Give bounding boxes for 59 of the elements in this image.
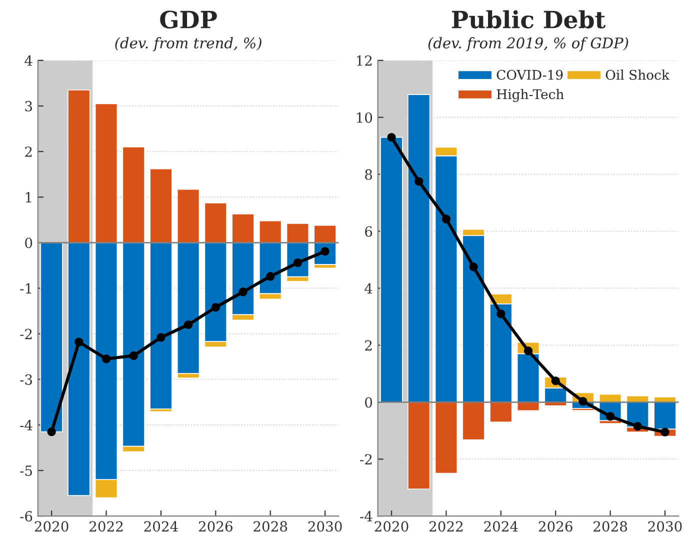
x-tick-label: 2020 (34, 521, 68, 532)
y-tick-label: -5 (20, 466, 32, 476)
y-tick-label: 4 (24, 55, 32, 66)
point (266, 272, 275, 281)
y-tick-label: 0 (365, 397, 372, 408)
legend-label: COVID-19 (496, 70, 563, 80)
point (414, 177, 424, 186)
point (102, 354, 111, 364)
point (387, 132, 396, 142)
x-tick-label: 2030 (648, 521, 682, 532)
x-tick-label: 2022 (90, 521, 123, 532)
x-tick-label: 2026 (538, 521, 572, 532)
point (74, 338, 84, 346)
point (156, 333, 166, 342)
y-tick-label: -6 (20, 511, 32, 522)
x-tick-label: 2030 (308, 521, 342, 532)
point (184, 320, 193, 330)
legend-label: Oil Shock (606, 70, 670, 80)
y-tick-label: -4 (360, 511, 372, 522)
y-tick-label: 6 (365, 226, 372, 237)
bar (380, 136, 403, 403)
point (469, 262, 478, 272)
bar (40, 242, 63, 432)
y-tick-label: 2 (25, 146, 32, 157)
x-tick-label: 2020 (374, 521, 408, 532)
point (633, 422, 642, 431)
x-tick-label: 2024 (144, 521, 178, 532)
y-tick-label: -3 (20, 374, 32, 385)
y-tick-label: -1 (20, 283, 32, 294)
y-tick-label: 12 (356, 55, 372, 66)
x-tick-label: 2028 (594, 521, 628, 532)
y-tick-label: 3 (25, 100, 32, 112)
point (442, 214, 451, 224)
y-tick-label: 8 (365, 169, 372, 180)
point (496, 310, 506, 318)
chart-title: GDP (160, 10, 217, 28)
chart-subtitle: (dev. from 2019, % of GDP) (428, 37, 628, 52)
y-tick-label: 0 (25, 238, 32, 248)
chart-subtitle: (dev. from trend, %) (115, 37, 262, 52)
point (129, 351, 138, 360)
chart-title: Public Debt (452, 10, 606, 28)
y-tick-label: -2 (360, 454, 372, 464)
x-tick-label: 2028 (254, 521, 288, 532)
y-tick-label: -2 (20, 328, 32, 340)
point (47, 427, 56, 436)
x-tick-label: 2024 (484, 521, 518, 532)
x-tick-label: 2022 (429, 521, 463, 532)
point (238, 288, 248, 296)
y-tick-label: -4 (20, 420, 32, 430)
point (606, 412, 615, 421)
y-tick-label: 2 (365, 340, 372, 350)
y-tick-label: 4 (364, 283, 372, 294)
y-tick-label: 1 (26, 192, 32, 202)
point (211, 303, 220, 312)
legend-label: High-Tech (496, 88, 564, 102)
x-tick-label: 2026 (198, 521, 232, 532)
point (660, 428, 670, 436)
point (578, 396, 588, 406)
y-tick-label: 10 (356, 112, 372, 123)
